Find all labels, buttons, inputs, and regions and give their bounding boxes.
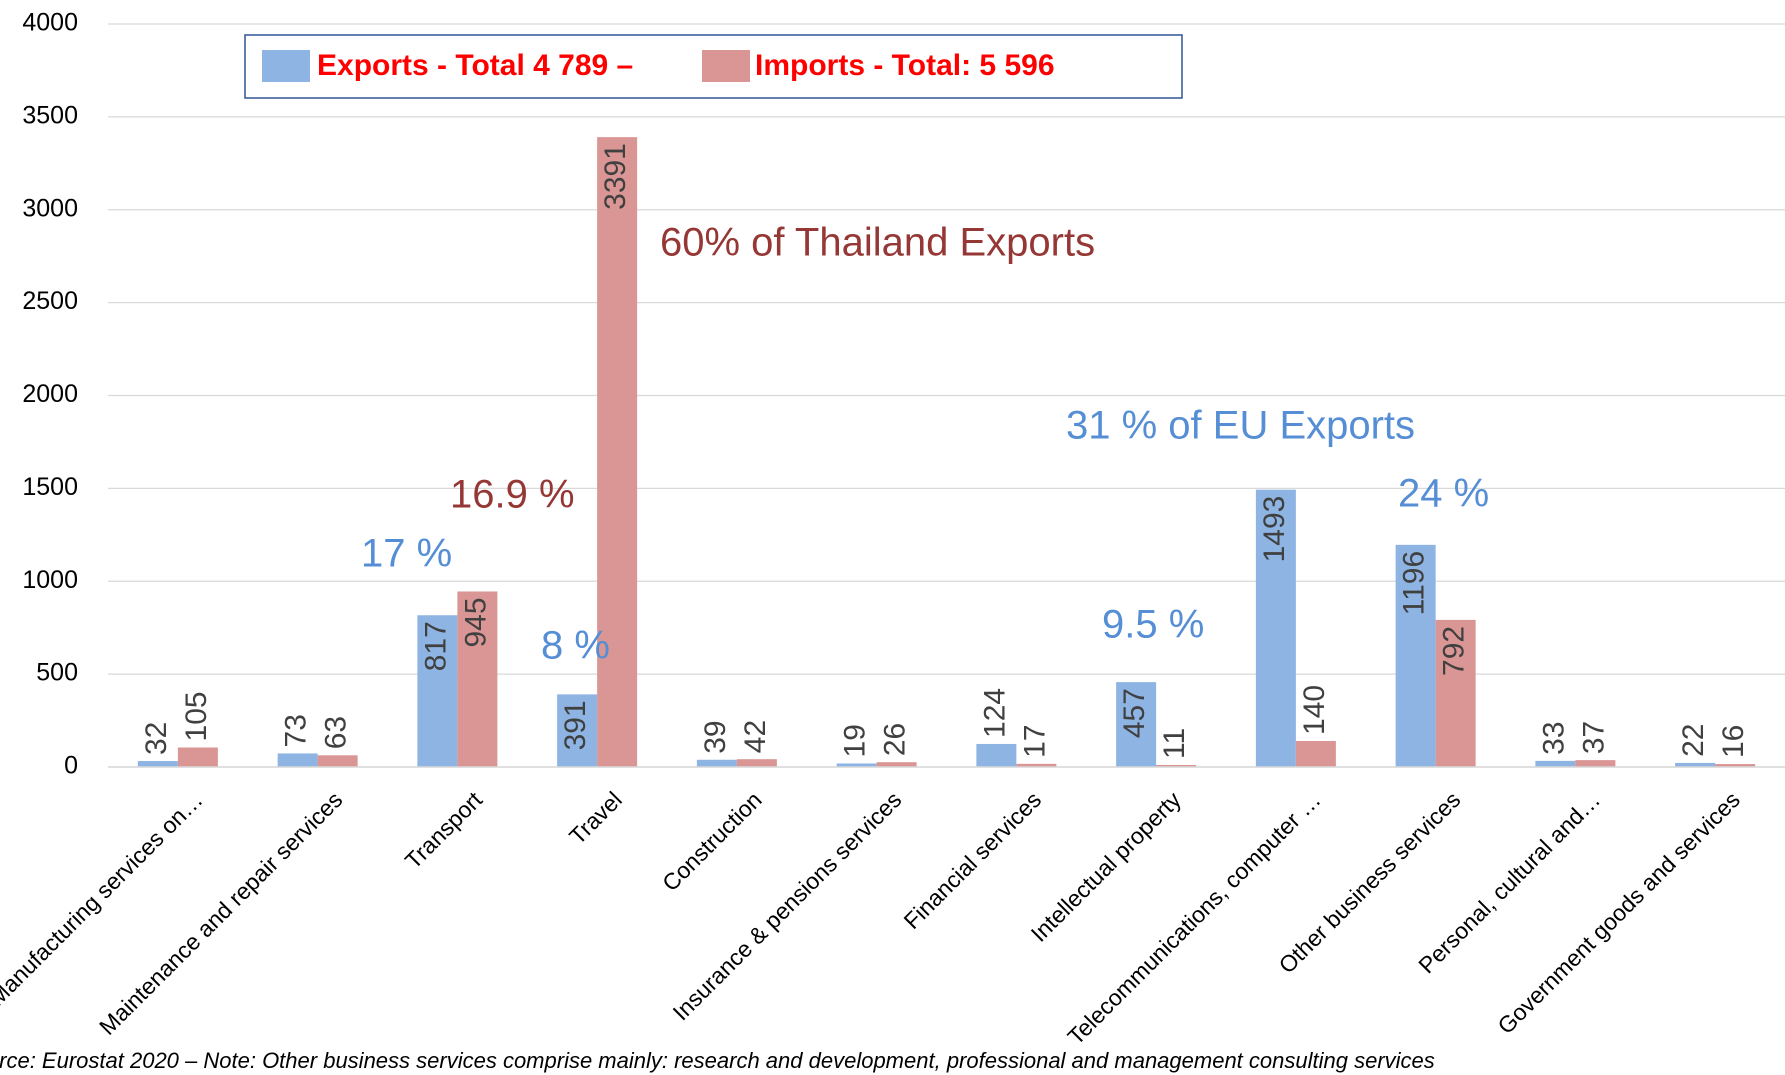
legend-swatch [702, 50, 750, 82]
value-label: 16 [1717, 725, 1750, 758]
value-label: 1196 [1398, 551, 1431, 616]
bar [1535, 760, 1576, 767]
bar [876, 762, 917, 767]
y-tick-label: 0 [64, 752, 78, 780]
bar [736, 759, 777, 767]
value-label: 19 [839, 724, 872, 757]
bar [1575, 760, 1616, 767]
annotation: 16.9 % [450, 473, 575, 517]
bar [177, 747, 218, 767]
annotation: 17 % [361, 532, 452, 576]
bar [1295, 740, 1336, 767]
legend-swatch [262, 50, 310, 82]
value-label: 457 [1118, 688, 1151, 738]
bar [1255, 489, 1296, 767]
value-label: 391 [559, 700, 592, 750]
bar [317, 755, 358, 767]
bar [1016, 763, 1057, 767]
value-label: 17 [1018, 724, 1051, 757]
value-label: 63 [320, 716, 353, 749]
value-label: 42 [739, 720, 772, 753]
annotation: 31 % of EU Exports [1066, 404, 1415, 448]
value-label: 124 [978, 688, 1011, 738]
value-label: 11 [1158, 728, 1191, 759]
bar [836, 763, 877, 767]
bar [557, 694, 598, 767]
y-tick-label: 1000 [22, 566, 78, 594]
y-tick-label: 500 [36, 659, 78, 687]
bar [1395, 544, 1436, 767]
y-tick-label: 2500 [22, 287, 78, 315]
value-label: 1493 [1258, 496, 1291, 563]
value-label: 945 [459, 597, 492, 647]
footnote: Source: Eurostat 2020 – Note: Other busi… [0, 1048, 1435, 1073]
value-label: 140 [1298, 685, 1331, 735]
y-tick-label: 1500 [22, 473, 78, 501]
bar [1675, 762, 1716, 767]
bar [417, 615, 458, 767]
bar [1116, 682, 1157, 767]
annotation: 24 % [1398, 472, 1489, 516]
bar [137, 761, 178, 767]
bar [277, 753, 318, 767]
value-label: 32 [140, 722, 173, 755]
value-label: 37 [1577, 721, 1610, 754]
value-label: 105 [180, 691, 213, 741]
value-label: 792 [1438, 626, 1471, 676]
legend-label: Exports - Total 4 789 – [317, 49, 633, 82]
value-label: 26 [879, 723, 912, 756]
bar [1156, 764, 1197, 767]
value-label: 39 [699, 720, 732, 753]
y-tick-label: 3500 [22, 101, 78, 129]
value-label: 22 [1677, 724, 1710, 757]
annotation: 9.5 % [1102, 603, 1204, 647]
annotation: 8 % [541, 624, 610, 668]
y-tick-label: 3000 [22, 194, 78, 222]
legend-label: Imports - Total: 5 596 [755, 49, 1055, 82]
annotation: 60% of Thailand Exports [660, 221, 1095, 265]
bar [457, 591, 498, 767]
value-label: 33 [1537, 721, 1570, 754]
bar [1715, 764, 1756, 767]
value-label: 3391 [599, 143, 632, 210]
value-label: 817 [419, 621, 452, 671]
y-tick-label: 4000 [22, 9, 78, 37]
value-label: 73 [280, 714, 313, 747]
y-tick-label: 2000 [22, 380, 78, 408]
bar [1435, 619, 1476, 767]
bar [976, 743, 1017, 767]
bar [696, 759, 737, 767]
bar [597, 137, 638, 767]
